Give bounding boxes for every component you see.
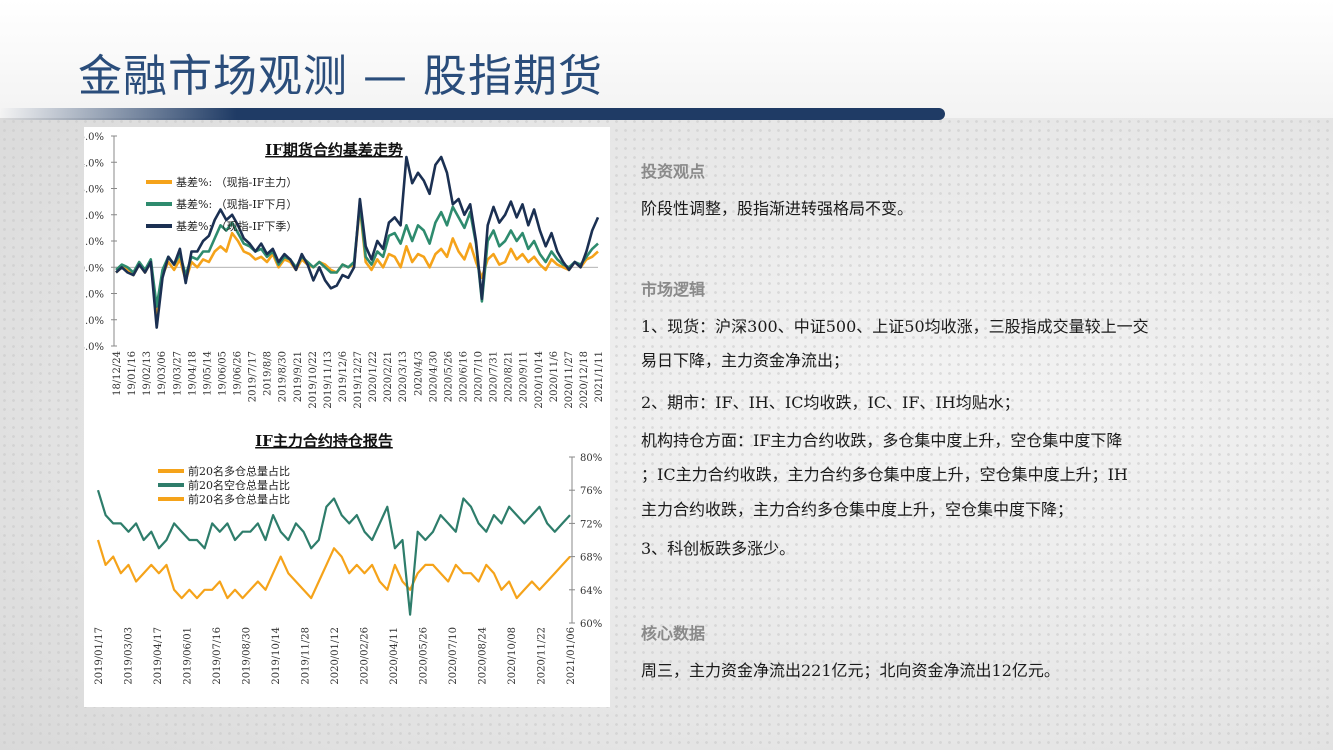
x-tick-label: 2021/1/11 [594, 351, 605, 402]
core-section-title: 核心数据 [641, 624, 706, 643]
x-tick-label: 2020/2/21 [383, 351, 394, 402]
logic-line-3: 2、期市：IF、IH、IC均收跌，IC、IF、IH均贴水； [641, 393, 1020, 412]
x-tick-label: 2020/11/22 [537, 627, 548, 685]
logic-line-1: 1、现货：沪深300、中证500、上证50均收涨，三股指成交量较上一交 [641, 317, 1149, 336]
x-tick-label: 2020/8/21 [504, 351, 515, 402]
x-tick-label: 2019/7/17 [248, 351, 259, 402]
x-tick-label: 2020/1/22 [368, 351, 379, 402]
x-tick-label: 2019/10/14 [271, 627, 282, 685]
x-tick-label: 2019/06/01 [183, 627, 194, 685]
series-line-1 [96, 539, 571, 600]
y-tick-label: 60% [580, 619, 602, 630]
view-section-title: 投资观点 [641, 162, 706, 181]
x-tick-label: 19/04/18 [187, 351, 198, 396]
x-tick-label: 2019/07/16 [212, 627, 223, 685]
logic-section-title: 市场逻辑 [641, 280, 706, 299]
x-tick-label: 19/03/06 [157, 351, 168, 396]
chart-title: IF期货合约基差走势 [265, 141, 403, 159]
y-tick-label: 0.0% [84, 263, 104, 274]
x-tick-label: 2020/6/16 [458, 351, 469, 402]
x-tick-label: 2019/08/30 [242, 627, 253, 685]
legend-label: 前20名空仓总量占比 [188, 478, 290, 492]
logic-line-7: 3、科创板跌多涨少。 [641, 539, 796, 558]
x-tick-label: 2020/3/13 [398, 351, 409, 402]
logic-line-4: 机构持仓方面：IF主力合约收跌，多仓集中度上升，空仓集中度下降 [641, 431, 1123, 450]
x-tick-label: 2020/9/11 [519, 351, 530, 402]
x-tick-label: 19/01/16 [127, 351, 138, 396]
x-tick-label: 2020/12/18 [579, 351, 590, 409]
x-tick-label: 19/06/05 [217, 351, 228, 396]
y-tick-label: -1.0% [84, 290, 104, 301]
x-tick-label: 2019/11/13 [323, 351, 334, 409]
x-tick-label: 2020/04/11 [389, 627, 400, 685]
page-title: 金融市场观测 — 股指期货 [78, 51, 603, 102]
logic-line-2: 易日下降，主力资金净流出； [641, 351, 850, 370]
y-tick-label: -2.0% [84, 316, 104, 327]
x-tick-label: 2019/8/8 [263, 351, 274, 396]
legend-label: 基差%: （现指-IF下月） [176, 197, 297, 211]
x-tick-label: 2020/5/26 [443, 351, 454, 402]
x-tick-label: 19/05/14 [202, 351, 213, 396]
x-tick-label: 2019/10/22 [308, 351, 319, 409]
x-tick-label: 2020/11/6 [549, 351, 560, 402]
x-tick-label: 2020/01/12 [330, 627, 341, 685]
x-tick-label: 2019/12/6 [338, 351, 349, 402]
x-tick-label: 2019/04/17 [153, 627, 164, 685]
series-line-3 [115, 155, 600, 329]
x-tick-label: 2020/7/31 [489, 351, 500, 402]
y-tick-label: -3.0% [84, 342, 104, 353]
x-tick-label: 2020/11/27 [564, 351, 575, 409]
title-band [0, 0, 1333, 118]
x-tick-label: 19/06/26 [233, 351, 244, 396]
x-tick-label: 2020/08/24 [478, 627, 489, 685]
position-chart: 80% 76% 72% 68% 64% 60% 2019/01/17 2019/03/03 20… [94, 432, 602, 685]
legend-label: 基差%: （现指-IF主力） [176, 175, 297, 189]
series-line-2 [96, 489, 571, 616]
x-tick-label: 2021/01/06 [566, 627, 577, 685]
x-tick-label: 2020/4/3 [413, 351, 424, 396]
charts-panel: 5.0% 4.0% 3.0% 2.0% 1.0% 0.0% -1.0% -2.0% -3.0% 1… [75, 127, 610, 707]
title-underline-bar [0, 108, 945, 120]
chart-title: IF主力合约持仓报告 [255, 432, 393, 450]
x-tick-label: 2019/9/21 [293, 351, 304, 402]
x-tick-label: 18/12/24 [112, 351, 123, 396]
x-tick-label: 2020/7/10 [474, 351, 485, 402]
y-tick-label: 72% [580, 519, 602, 530]
x-tick-label: 2019/12/27 [353, 351, 364, 409]
x-tick-label: 2020/10/08 [507, 627, 518, 685]
view-text: 阶段性调整，股指渐进转强格局不变。 [641, 199, 914, 218]
y-tick-label: 80% [580, 453, 602, 464]
logic-line-6: 主力合约收跌，主力合约多仓集中度上升，空仓集中度下降； [641, 500, 1074, 519]
x-tick-label: 19/02/13 [142, 351, 153, 396]
logic-line-5: ；IC主力合约收跌，主力合约多仓集中度上升，空仓集中度上升；IH [641, 465, 1128, 484]
y-tick-label: 2.0% [84, 211, 104, 222]
x-tick-label: 2020/4/30 [428, 351, 439, 402]
x-tick-label: 2020/10/14 [534, 351, 545, 409]
core-text: 周三，主力资金净流出221亿元；北向资金净流出12亿元。 [641, 661, 1060, 680]
basis-chart: 5.0% 4.0% 3.0% 2.0% 1.0% 0.0% -1.0% -2.0% -3.0% 1… [75, 132, 605, 409]
y-tick-label: 76% [580, 486, 602, 497]
legend-label: 前20名多仓总量占比 [188, 492, 290, 506]
x-tick-label: 2019/03/03 [124, 627, 135, 685]
x-tick-label: 19/03/27 [172, 351, 183, 396]
y-tick-label: 5.0% [84, 132, 104, 143]
x-tick-label: 2020/02/26 [360, 627, 371, 685]
y-tick-label: 68% [580, 553, 602, 564]
x-tick-label: 2019/01/17 [94, 627, 105, 685]
y-tick-label: 4.0% [84, 158, 104, 169]
y-tick-label: 3.0% [84, 185, 104, 196]
y-tick-label: 1.0% [84, 237, 104, 248]
x-tick-label: 2020/07/10 [448, 627, 459, 685]
legend-label: 前20名多仓总量占比 [188, 464, 290, 478]
x-tick-label: 2019/8/30 [278, 351, 289, 402]
legend-label: 基差%: （现指-IF下季） [176, 219, 297, 233]
x-tick-label: 2019/11/28 [301, 627, 312, 685]
x-tick-label: 2020/05/26 [419, 627, 430, 685]
y-tick-label: 64% [580, 586, 602, 597]
